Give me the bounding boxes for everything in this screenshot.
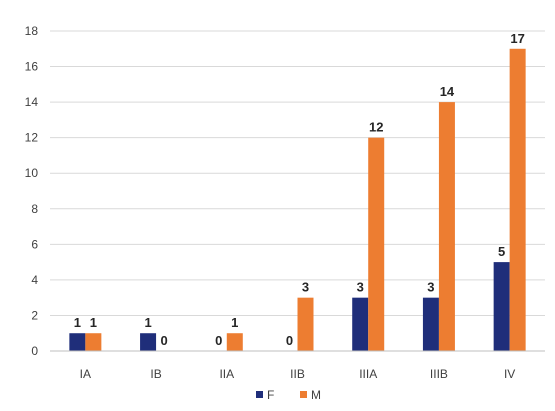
data-label-M-IIIA: 12	[369, 120, 383, 135]
data-label-M-IIIB: 14	[440, 84, 455, 99]
bar-M-IA	[85, 333, 102, 351]
y-tick-label: 8	[31, 202, 38, 216]
bar-F-IV	[493, 262, 510, 351]
bar-F-IIIA	[352, 297, 369, 351]
data-label-M-IA: 1	[90, 315, 97, 330]
bar-F-IA	[69, 333, 86, 351]
data-label-M-IB: 0	[160, 333, 167, 348]
data-label-F-IIIB: 3	[427, 280, 434, 295]
y-tick-label: 14	[25, 95, 39, 109]
legend-swatch-F	[256, 391, 263, 398]
y-tick-label: 16	[25, 60, 39, 74]
data-label-F-IIB: 0	[286, 333, 293, 348]
legend-swatch-M	[300, 391, 307, 398]
bar-M-IIB	[297, 297, 314, 351]
bar-F-IB	[140, 333, 157, 351]
data-label-F-IA: 1	[74, 315, 81, 330]
y-axis-tick-labels: 0 2 4 6 8 10 12 14 16 18	[25, 24, 39, 358]
data-label-F-IIIA: 3	[357, 280, 364, 295]
data-label-F-IB: 1	[144, 315, 151, 330]
x-tick-label: IIB	[290, 367, 305, 381]
bars	[69, 48, 526, 352]
legend-label-M: M	[311, 388, 321, 402]
x-tick-label: IIA	[219, 367, 234, 381]
data-label-M-IV: 17	[510, 31, 524, 46]
data-label-M-IIA: 1	[231, 315, 238, 330]
y-tick-label: 4	[31, 273, 38, 287]
y-tick-label: 2	[31, 308, 38, 322]
x-tick-label: IV	[504, 367, 515, 381]
x-tick-label: IIIA	[359, 367, 377, 381]
bar-M-IV	[509, 48, 526, 352]
y-tick-label: 12	[25, 131, 39, 145]
bar-F-IIIB	[422, 297, 439, 351]
y-tick-label: 10	[25, 166, 39, 180]
data-label-F-IIA: 0	[215, 333, 222, 348]
y-tick-label: 6	[31, 237, 38, 251]
x-tick-label: IB	[150, 367, 161, 381]
x-tick-label: IA	[80, 367, 91, 381]
bar-M-IIIB	[438, 102, 455, 351]
data-label-F-IV: 5	[498, 244, 505, 259]
x-tick-label: IIIB	[430, 367, 448, 381]
y-tick-label: 18	[25, 24, 39, 38]
data-label-M-IIB: 3	[302, 280, 309, 295]
bar-M-IIA	[226, 333, 243, 351]
legend-label-F: F	[267, 388, 274, 402]
bar-M-IIIA	[368, 137, 385, 351]
x-axis-tick-labels: IA IB IIA IIB IIIA IIIB IV	[80, 367, 516, 381]
y-tick-label: 0	[31, 344, 38, 358]
gridlines	[50, 30, 545, 316]
